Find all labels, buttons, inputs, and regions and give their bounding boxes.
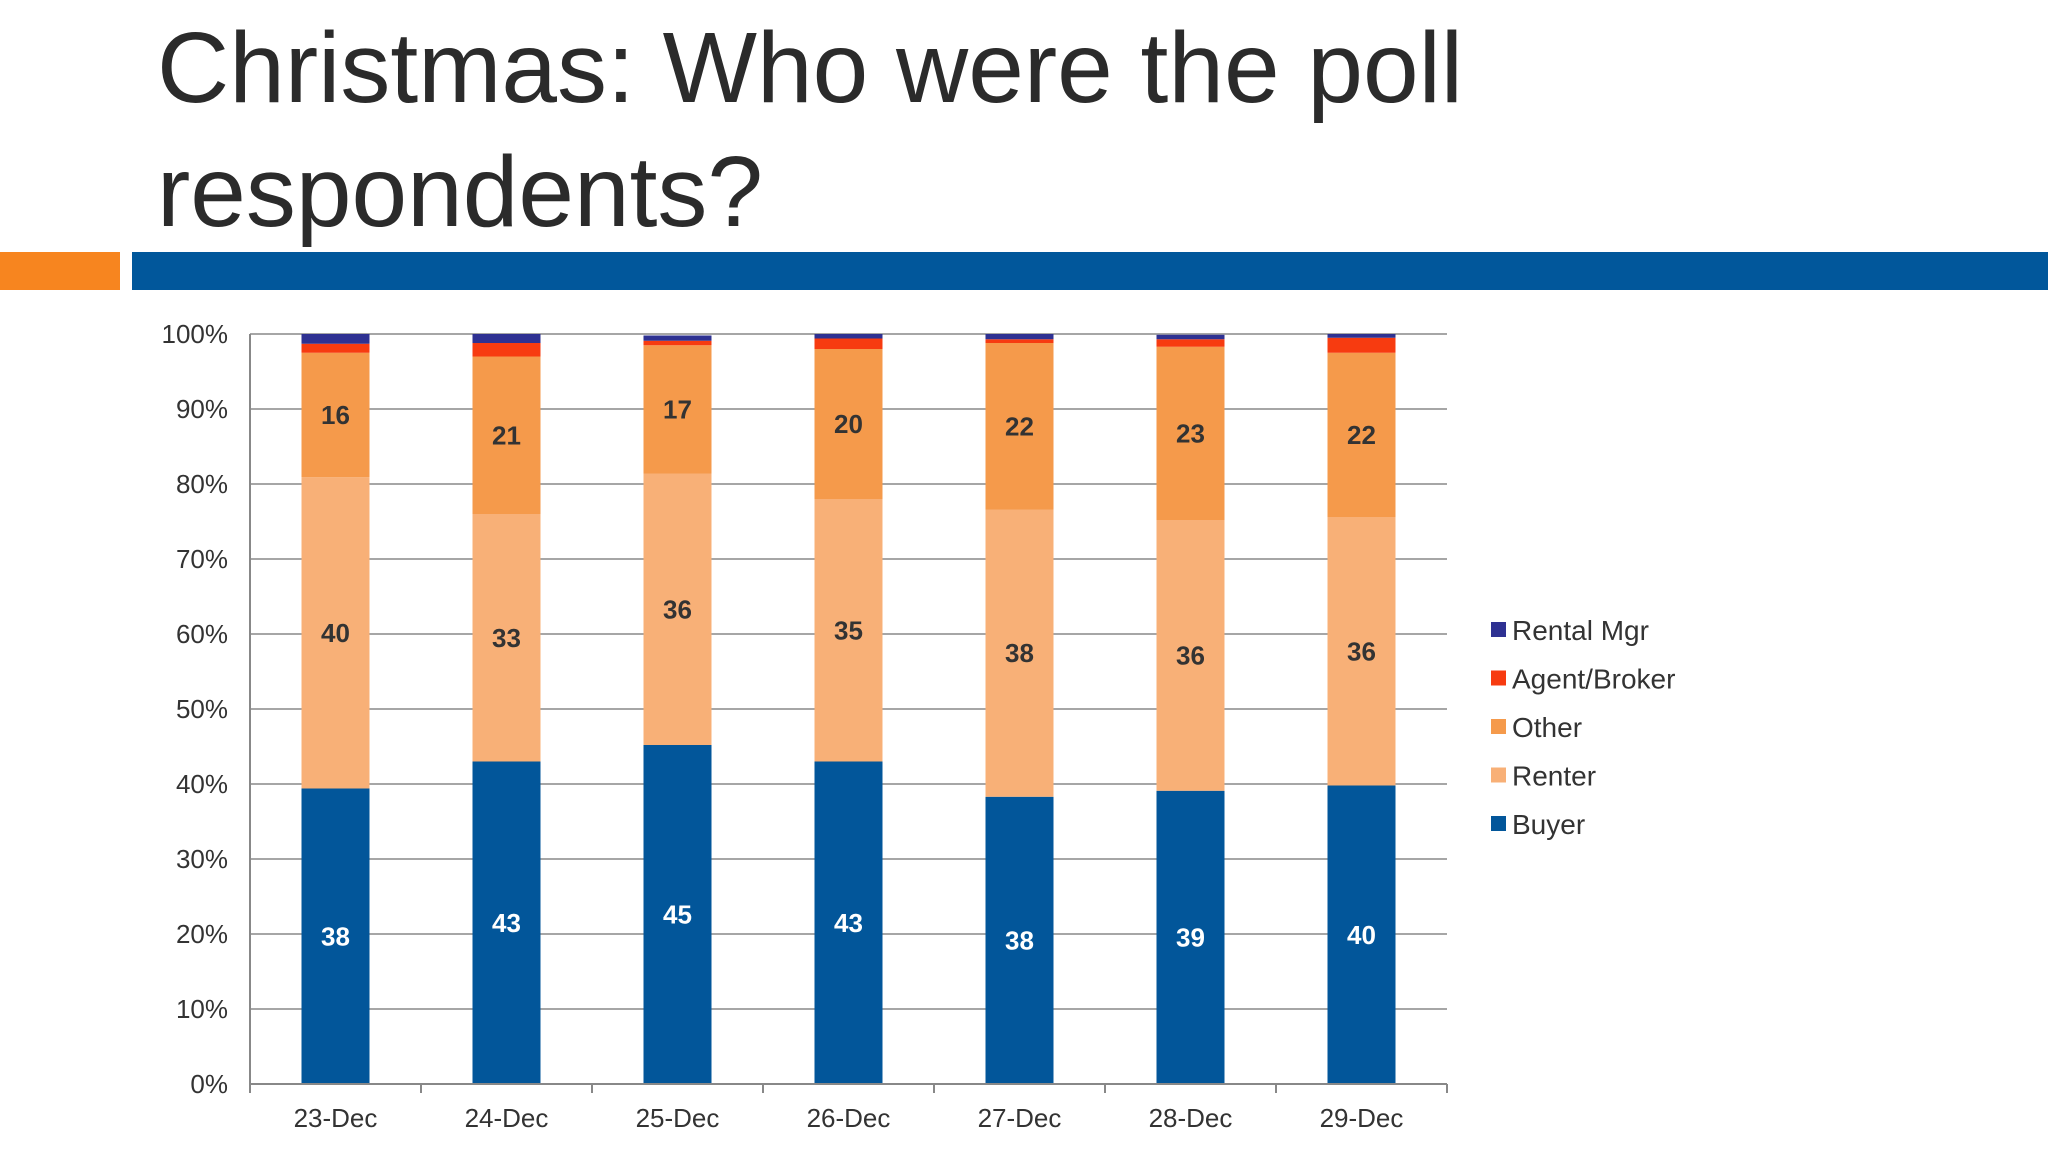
data-label-renter: 38 [1005,638,1034,668]
x-tick-label: 24-Dec [465,1103,549,1133]
data-label-other: 22 [1347,420,1376,450]
legend-swatch-agent-broker [1491,670,1506,686]
x-tick-label: 27-Dec [978,1103,1062,1133]
bar-rental-mgr [301,334,370,344]
legend-label-other: Other [1512,712,1582,743]
y-tick-label: 80% [176,469,228,499]
data-label-buyer: 39 [1176,922,1205,952]
bar-renter [814,499,883,762]
y-axis: 0% 10% 20% 30% 40% 50% 60% 70% 80% 90% 100% [162,319,251,1099]
bar-renter [1327,517,1396,786]
bar-other [985,343,1054,510]
bar-rental-mgr [472,334,541,343]
bar-buyer [472,761,541,1084]
data-label-buyer: 38 [1005,925,1034,955]
bar-agent-broker [472,343,541,357]
y-tick-label: 40% [176,769,228,799]
data-label-renter: 35 [834,615,863,645]
y-tick-label: 60% [176,619,228,649]
data-label-other: 16 [321,400,350,430]
data-label-other: 21 [492,420,521,450]
legend-label-agent-broker: Agent/Broker [1512,664,1675,695]
bar-other [301,352,370,478]
x-axis: 23-Dec 24-Dec 25-Dec 26-Dec 27-Dec 28-Dec 29-D… [249,1083,1448,1133]
bar-buyer [301,788,370,1084]
data-label-renter: 36 [1176,640,1205,670]
bar-renter [1156,520,1225,791]
bar-other [472,356,541,514]
bar-rental-mgr [985,334,1054,340]
legend-label-renter: Renter [1512,761,1596,792]
bar-buyer [1156,790,1225,1084]
accent-bar-orange [0,252,120,290]
data-label-renter: 40 [321,618,350,648]
y-tick-label: 30% [176,844,228,874]
accent-bar-blue [132,252,2048,290]
bar-rental-mgr [1156,334,1225,340]
legend-label-buyer: Buyer [1512,809,1585,840]
data-label-buyer: 43 [834,908,863,938]
legend-swatch-renter [1491,767,1506,783]
bar-agent-broker [643,340,712,346]
x-tick-label: 29-Dec [1320,1103,1404,1133]
bar-other [643,345,712,474]
data-label-buyer: 40 [1347,920,1376,950]
y-tick-label: 0% [190,1069,228,1099]
x-tick-label: 26-Dec [807,1103,891,1133]
slide-title: Christmas: Who were the poll respondents… [157,12,1464,248]
bar-other [814,349,883,499]
data-label-renter: 36 [1347,636,1376,666]
data-label-buyer: 45 [663,900,692,930]
y-tick-label: 70% [176,544,228,574]
bar-other [1327,352,1396,517]
bar-buyer [985,796,1054,1084]
bar-rental-mgr [814,334,883,339]
x-tick-label: 28-Dec [1149,1103,1233,1133]
data-label-other: 17 [663,394,692,424]
bar-agent-broker [301,343,370,353]
bar-rental-mgr [643,335,712,341]
y-tick-label: 90% [176,394,228,424]
legend-swatch-other [1491,719,1506,734]
data-label-buyer: 43 [492,908,521,938]
bar-agent-broker [985,339,1054,343]
bar-buyer [814,761,883,1084]
data-label-other: 23 [1176,418,1205,448]
y-tick-label: 100% [162,319,229,349]
bar-renter [472,514,541,762]
x-tick-label: 25-Dec [636,1103,720,1133]
chart-data-labels: 38 40 16 43 33 21 45 36 17 43 35 20 38 38 22 39 36 23 40 36… [321,394,1376,955]
bar-buyer [1327,785,1396,1084]
data-label-other: 22 [1005,411,1034,441]
legend-swatch-buyer [1491,816,1506,831]
bar-agent-broker [1156,339,1225,347]
chart-legend: Rental Mgr Agent/Broker Other Renter Buyer [1491,615,1675,840]
chart-bars [301,334,1396,1084]
y-tick-label: 10% [176,994,228,1024]
data-label-renter: 36 [663,594,692,624]
data-label-other: 20 [834,409,863,439]
bar-agent-broker [1327,337,1396,353]
legend-label-rental-mgr: Rental Mgr [1512,615,1649,646]
legend-swatch-rental-mgr [1491,622,1506,637]
y-tick-label: 50% [176,694,228,724]
bar-agent-broker [814,338,883,349]
bar-other [1156,346,1225,520]
bar-buyer [643,745,712,1084]
bar-renter [643,473,712,745]
x-tick-label: 23-Dec [294,1103,378,1133]
bar-renter [985,509,1054,797]
data-label-renter: 33 [492,623,521,653]
bar-renter [301,477,370,789]
data-label-buyer: 38 [321,921,350,951]
y-tick-label: 20% [176,919,228,949]
bar-rental-mgr [1327,334,1396,338]
